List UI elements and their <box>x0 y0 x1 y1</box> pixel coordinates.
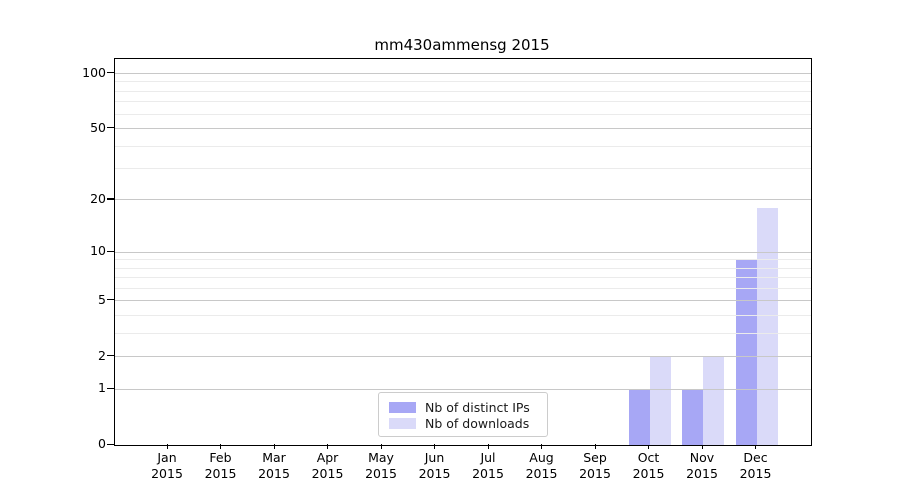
bar-nb-of-distinct-ips-nov <box>682 389 703 445</box>
x-tick-mark-apr <box>327 444 329 449</box>
x-tick-label-oct: Oct 2015 <box>614 450 684 482</box>
y-tick-label: 10 <box>90 243 106 258</box>
x-tick-year: 2015 <box>365 466 397 481</box>
chart-title: mm430ammensg 2015 <box>374 36 550 54</box>
legend-label-nb-of-distinct-ips: Nb of distinct IPs <box>425 399 530 415</box>
x-tick-month: Mar <box>262 450 286 465</box>
x-tick-label-aug: Aug 2015 <box>507 450 577 482</box>
y-tick-mark-20 <box>107 198 114 200</box>
bars-layer <box>115 59 811 445</box>
x-tick-month: Jul <box>480 450 496 465</box>
x-tick-label-mar: Mar 2015 <box>239 450 309 482</box>
x-tick-label-jul: Jul 2015 <box>453 450 523 482</box>
x-tick-label-jan: Jan 2015 <box>132 450 202 482</box>
y-tick-label: 50 <box>90 119 106 135</box>
x-tick-year: 2015 <box>739 466 772 481</box>
bar-nb-of-distinct-ips-oct <box>628 389 650 445</box>
x-tick-year: 2015 <box>632 466 665 481</box>
x-tick-mark-mar <box>273 444 275 449</box>
y-tick-mark-100 <box>107 72 114 74</box>
x-tick-mark-sep <box>594 444 596 449</box>
x-tick-month: Jun <box>424 450 445 465</box>
y-tick-label: 100 <box>82 64 106 80</box>
y-tick-label: 5 <box>98 291 106 307</box>
x-tick-month: Sep <box>583 450 607 465</box>
x-tick-mark-may <box>380 444 382 449</box>
y-tick-mark-1 <box>107 387 114 389</box>
x-tick-mark-aug <box>541 444 543 449</box>
y-tick-mark-5 <box>107 299 114 301</box>
x-tick-year: 2015 <box>204 466 237 481</box>
x-tick-mark-jul <box>487 444 489 449</box>
x-tick-label-feb: Feb 2015 <box>186 450 256 482</box>
bar-nb-of-downloads-oct <box>649 356 671 445</box>
x-tick-month: May <box>368 450 394 465</box>
legend-label-nb-of-downloads: Nb of downloads <box>425 415 530 431</box>
x-tick-month: Dec <box>743 450 768 465</box>
legend-swatch-nb-of-distinct-ips <box>389 401 416 413</box>
x-tick-year: 2015 <box>311 466 344 481</box>
x-tick-label-jun: Jun 2015 <box>400 450 470 482</box>
x-tick-label-may: May 2015 <box>346 450 416 482</box>
x-tick-label-apr: Apr 2015 <box>293 450 363 482</box>
y-tick-label: 1 <box>98 380 106 396</box>
legend-item-nb-of-distinct-ips: Nb of distinct IPs <box>389 399 537 415</box>
y-tick-mark-50 <box>107 127 114 129</box>
legend-swatch-nb-of-downloads <box>389 417 416 429</box>
y-tick-mark-10 <box>107 250 114 252</box>
plot-area: Nb of distinct IPs Nb of downloads <box>114 58 812 446</box>
legend: Nb of distinct IPs Nb of downloads <box>378 392 548 437</box>
x-tick-year: 2015 <box>686 466 718 481</box>
x-tick-month: Feb <box>209 450 232 465</box>
x-tick-month: Nov <box>689 450 715 465</box>
y-tick-mark-2 <box>107 355 114 357</box>
legend-item-nb-of-downloads: Nb of downloads <box>389 415 537 431</box>
x-tick-year: 2015 <box>418 466 451 481</box>
x-tick-month: Apr <box>316 450 339 465</box>
x-tick-year: 2015 <box>151 466 183 481</box>
x-tick-mark-oct <box>648 444 650 449</box>
x-tick-label-nov: Nov 2015 <box>667 450 737 482</box>
x-tick-mark-jan <box>166 444 168 449</box>
bar-nb-of-downloads-dec <box>756 208 778 445</box>
x-tick-year: 2015 <box>525 466 558 481</box>
x-tick-year: 2015 <box>579 466 611 481</box>
x-tick-mark-jun <box>434 444 436 449</box>
x-tick-year: 2015 <box>472 466 504 481</box>
x-tick-mark-feb <box>220 444 222 449</box>
y-tick-label: 2 <box>98 347 106 363</box>
bar-nb-of-distinct-ips-dec <box>735 259 757 445</box>
x-tick-month: Oct <box>637 450 660 465</box>
x-tick-month: Aug <box>529 450 554 465</box>
x-tick-month: Jan <box>157 450 177 465</box>
x-tick-year: 2015 <box>258 466 290 481</box>
y-tick-label: 20 <box>90 190 106 206</box>
x-tick-mark-dec <box>755 444 757 449</box>
bar-nb-of-downloads-nov <box>703 356 724 445</box>
x-tick-mark-nov <box>701 444 703 449</box>
y-tick-mark-0 <box>107 443 114 445</box>
x-tick-label-dec: Dec 2015 <box>721 450 791 482</box>
x-tick-label-sep: Sep 2015 <box>560 450 630 482</box>
y-tick-label: 0 <box>98 436 106 451</box>
